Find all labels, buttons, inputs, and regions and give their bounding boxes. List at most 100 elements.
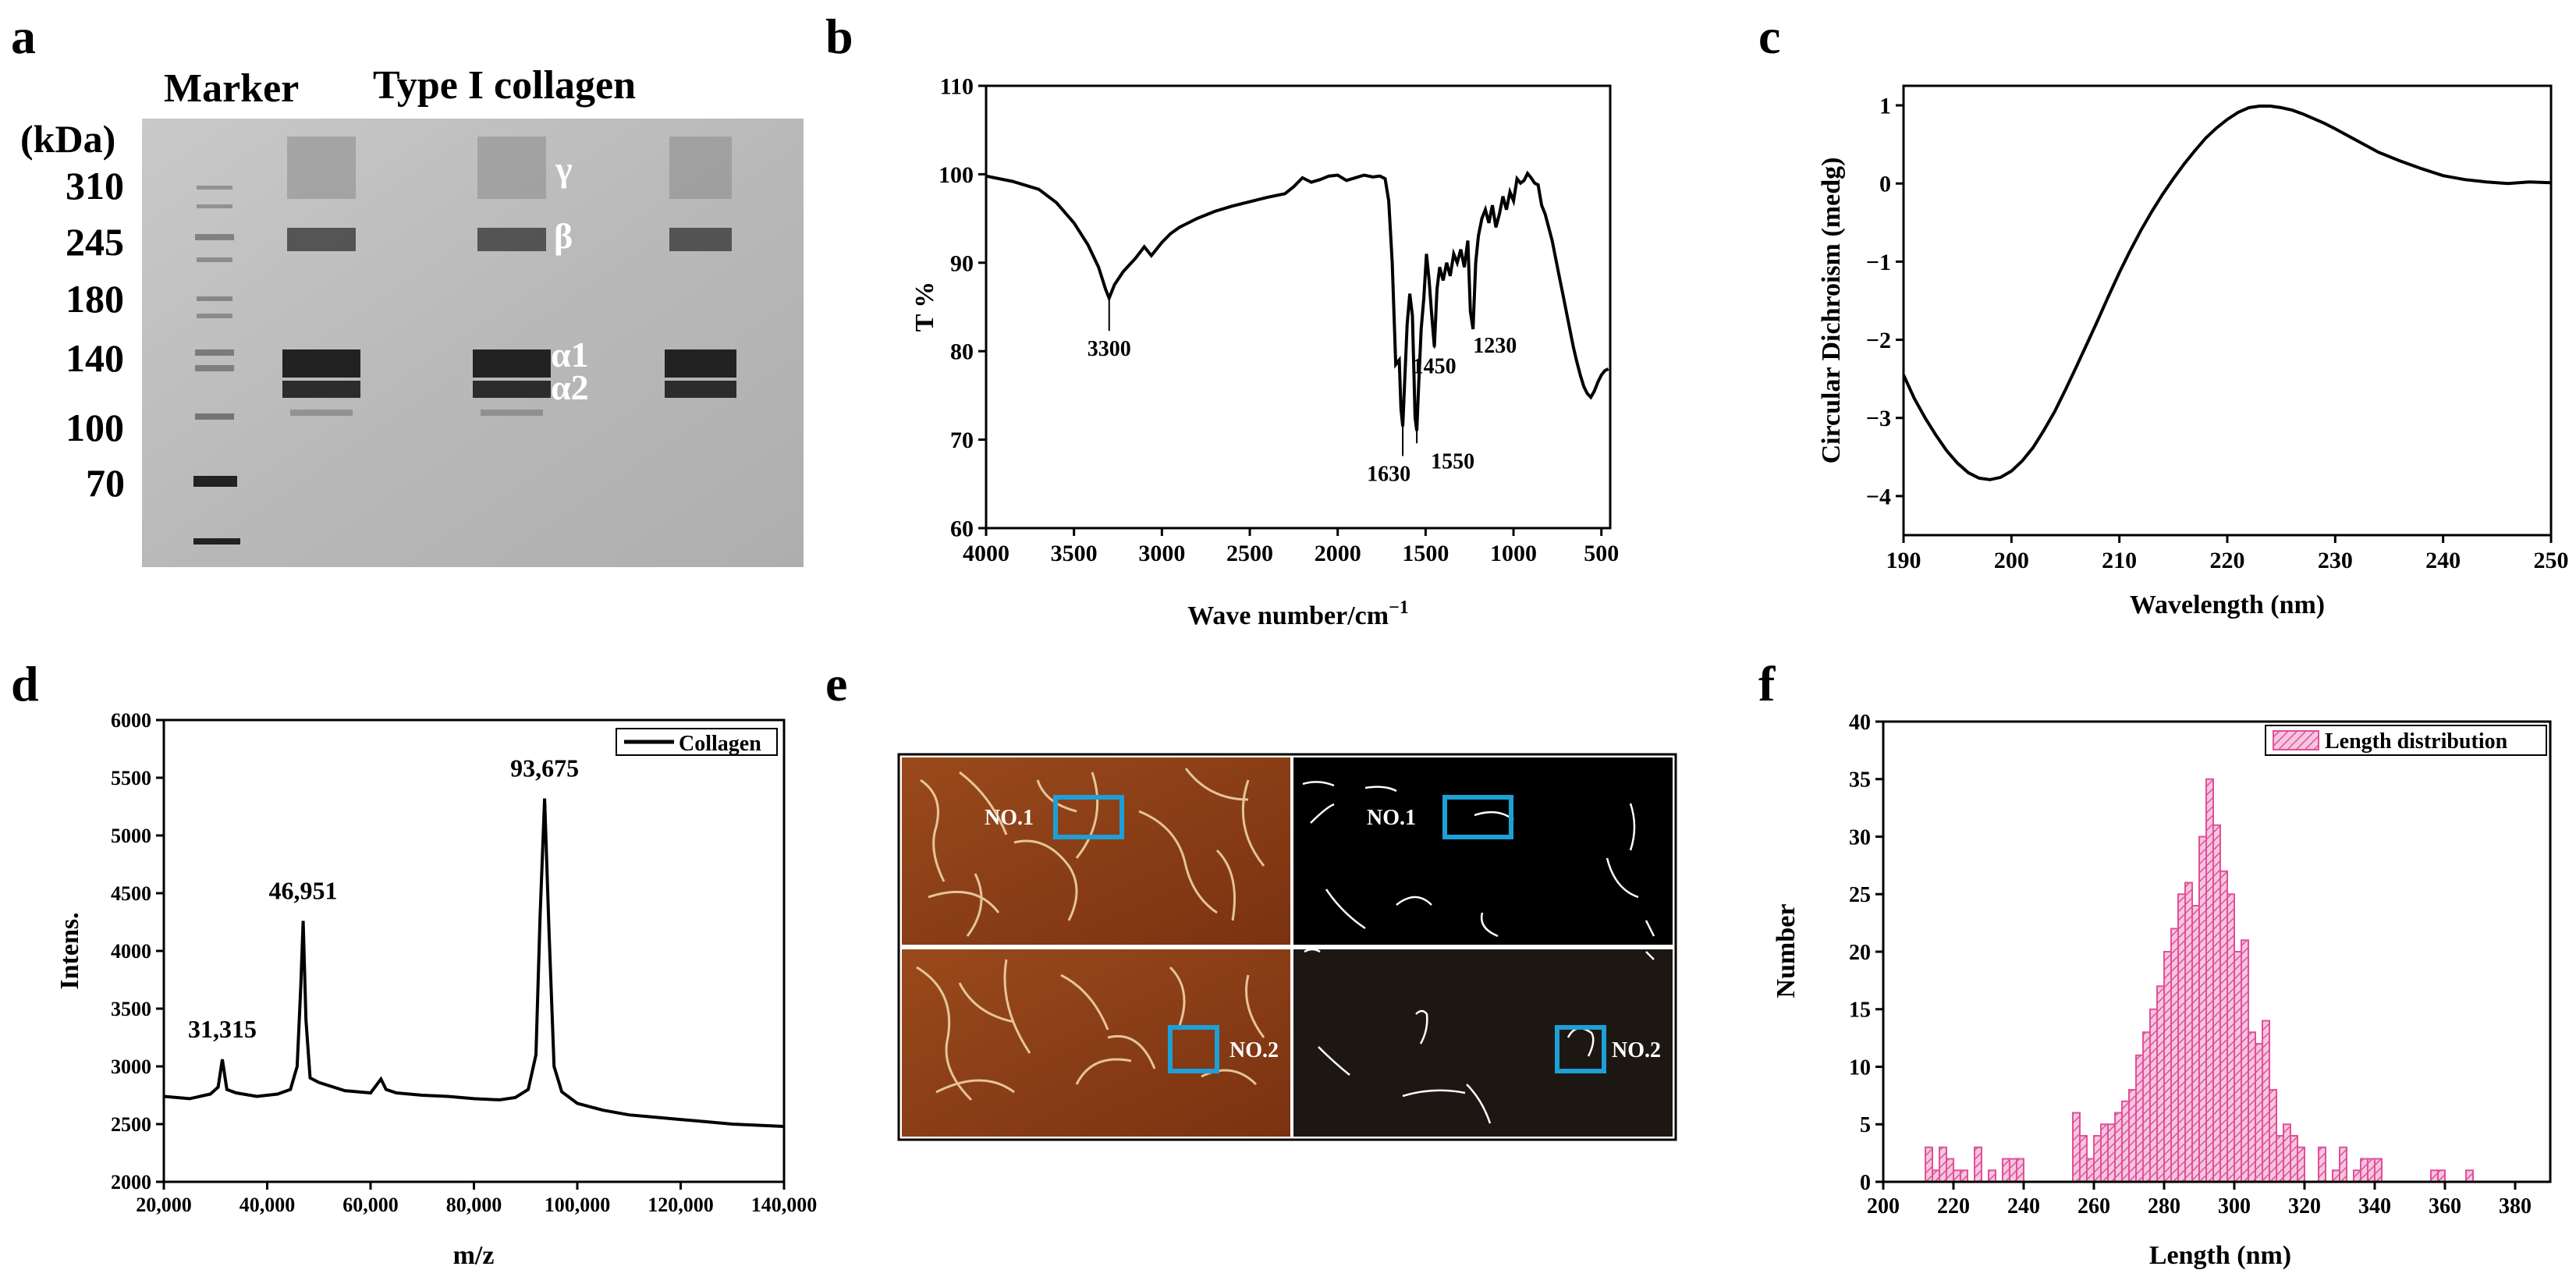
panel-d-xlabel: m/z <box>453 1241 495 1270</box>
panel-b-ticks: 4000 3500 3000 2500 2000 1500 1000 500 60 70 80 90 1… <box>939 74 1619 567</box>
y-tick-label: 5500 <box>111 767 151 789</box>
marker-lane <box>193 186 240 544</box>
band-label-alpha1: α1 <box>551 335 589 374</box>
y-tick-label: 3000 <box>111 1055 151 1078</box>
histogram-bar <box>2248 1031 2256 1183</box>
x-tick-label: 260 <box>2077 1194 2110 1218</box>
y-tick-label: 6000 <box>111 709 151 732</box>
histogram-bar <box>2114 1112 2123 1183</box>
histogram-bar <box>2227 893 2235 1183</box>
histogram-bar <box>2163 951 2172 1183</box>
y-tick-label: 20 <box>1849 941 1871 965</box>
histogram-bar <box>2367 1158 2376 1183</box>
mask-fibrils <box>1302 781 1655 1124</box>
y-tick-label: 25 <box>1849 883 1871 907</box>
y-tick-label: 40 <box>1849 711 1871 735</box>
x-tick-label: 380 <box>2499 1194 2532 1218</box>
highlight-boxes <box>1053 795 1606 1073</box>
histogram-bar <box>2360 1158 2368 1183</box>
afm-label-no1-right: NO.1 <box>1367 806 1416 830</box>
histogram-bar <box>2283 1123 2291 1183</box>
y-tick-label: 90 <box>950 250 974 276</box>
panel-b-spectrum-line <box>985 170 1609 431</box>
histogram-bar <box>1960 1169 1968 1183</box>
x-tick-label: 1000 <box>1490 541 1537 566</box>
histogram-bar <box>2374 1158 2383 1183</box>
annotation-label: 1230 <box>1473 334 1517 358</box>
panel-f-ticks: 200 220 240 260 280 300 320 340 360 380 0 5 10 15 20 25… <box>1849 711 2532 1218</box>
marker-size-245: 245 <box>66 220 124 264</box>
histogram-bar <box>2437 1169 2446 1183</box>
panel-f-xlabel: Length (nm) <box>2149 1241 2291 1270</box>
y-tick-label: 3500 <box>111 998 151 1020</box>
panel-c-plot-area <box>1902 84 2553 537</box>
panel-d-annotations: 31,315 46,951 93,675 <box>188 754 579 1043</box>
panel-f-bars <box>1925 778 2474 1183</box>
histogram-bar <box>2205 778 2214 1183</box>
y-tick-label: 100 <box>939 162 974 188</box>
afm-fibrils-1 <box>920 768 1265 937</box>
y-tick-label: −2 <box>1866 328 1891 353</box>
x-tick-label: 80,000 <box>446 1194 502 1216</box>
x-tick-label: 120,000 <box>648 1194 714 1216</box>
x-tick-label: 190 <box>1886 548 1921 573</box>
gel-unit-label: (kDa) <box>20 117 115 161</box>
histogram-bar <box>2093 1135 2102 1183</box>
x-tick-label: 210 <box>2102 548 2137 573</box>
panel-d-plot-area <box>162 718 786 1183</box>
annotation-label: 3300 <box>1088 337 1131 361</box>
histogram-bar <box>2149 1008 2158 1183</box>
collagen-lane-3 <box>665 137 736 398</box>
panel-e-images: NO.1 NO.1 NO.2 NO.2 <box>897 753 1677 1141</box>
histogram-bar <box>2121 1100 2130 1183</box>
panel-b-chart: 4000 3500 3000 2500 2000 1500 1000 500 60 70 80 90 1… <box>910 74 1619 631</box>
panel-c-ylabel: Circular Dichroism (medg) <box>1817 158 1846 464</box>
afm-label-no2-right: NO.2 <box>1612 1038 1661 1062</box>
histogram-bar <box>2009 1158 2017 1183</box>
histogram-bar <box>2353 1169 2361 1183</box>
histogram-bar <box>1974 1146 1982 1183</box>
annotation-label: 1550 <box>1431 449 1474 474</box>
y-tick-label: 5 <box>1860 1113 1871 1137</box>
panel-d-legend-label: Collagen <box>679 732 761 756</box>
x-tick-label: 2000 <box>1315 541 1361 566</box>
x-tick-label: 250 <box>2534 548 2569 573</box>
histogram-bar <box>2107 1123 2116 1183</box>
panel-c-chart: 190 200 210 220 230 240 250 −4 −3 −2 −1 0 1 Waveleng… <box>1817 84 2569 619</box>
y-tick-label: −4 <box>1866 484 1891 509</box>
x-tick-label: 500 <box>1584 541 1619 566</box>
histogram-bar <box>2332 1169 2340 1183</box>
panel-c-xlabel: Wavelength (nm) <box>2130 591 2325 619</box>
y-tick-label: 15 <box>1849 999 1871 1023</box>
y-tick-label: 110 <box>940 74 974 100</box>
panel-f-legend-label: Length distribution <box>2325 729 2508 754</box>
afm-fibrils-2 <box>916 959 1265 1101</box>
x-tick-label: 40,000 <box>240 1194 296 1216</box>
panel-c-cd-line <box>1902 105 2552 481</box>
histogram-bar <box>2198 835 2207 1183</box>
y-tick-label: −1 <box>1866 250 1891 275</box>
x-tick-label: 140,000 <box>751 1194 818 1216</box>
histogram-bar <box>2016 1158 2024 1183</box>
histogram-bar <box>2297 1146 2305 1183</box>
y-tick-label: 30 <box>1849 825 1871 850</box>
panel-letter-d: d <box>11 656 39 711</box>
histogram-bar <box>2156 985 2165 1183</box>
panel-f-ylabel: Number <box>1772 904 1801 999</box>
histogram-bar <box>2269 1089 2277 1183</box>
panel-letter-a: a <box>11 9 36 64</box>
peak-label: 46,951 <box>269 877 338 905</box>
x-tick-label: 60,000 <box>342 1194 399 1216</box>
x-tick-label: 200 <box>1867 1194 1900 1218</box>
panel-a-gel: Marker Type I collagen (kDa) 310 245 180… <box>20 63 804 567</box>
y-tick-label: 35 <box>1849 768 1871 793</box>
y-tick-label: 0 <box>1860 1171 1871 1195</box>
histogram-bar <box>2142 1031 2151 1183</box>
gel-header-marker: Marker <box>164 66 299 111</box>
histogram-bar <box>2276 1135 2284 1183</box>
histogram-bar <box>2339 1146 2347 1183</box>
marker-size-70: 70 <box>86 461 125 505</box>
histogram-bar <box>2212 824 2221 1183</box>
peak-label: 31,315 <box>188 1015 257 1043</box>
